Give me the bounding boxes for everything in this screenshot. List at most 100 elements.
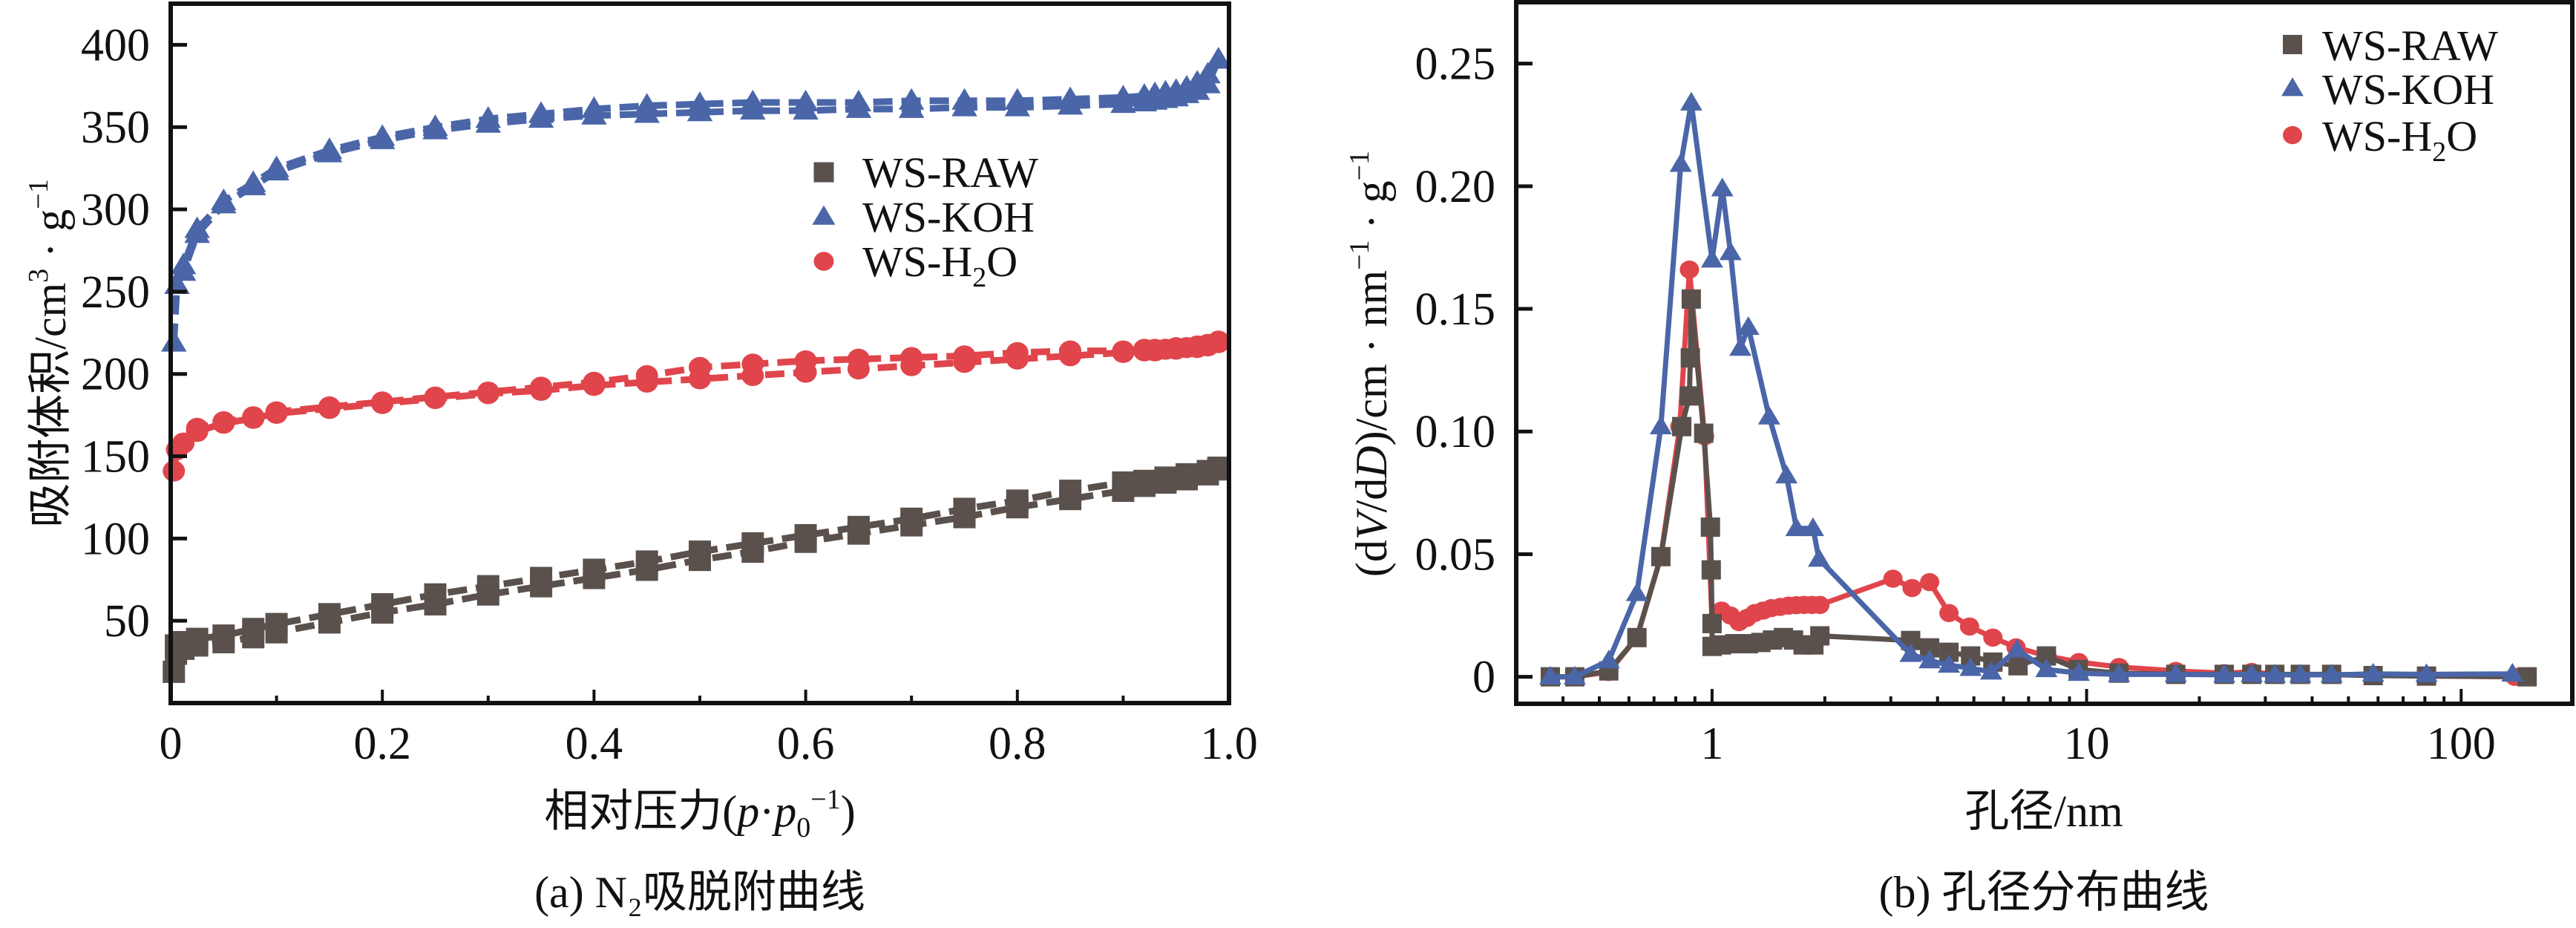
panel-b-ws-koh-point — [1597, 650, 1620, 669]
panel-a-ws-raw-point — [741, 532, 764, 555]
panel-b-ws-koh-point — [1979, 661, 2002, 680]
panel-b-ws-raw-point — [1700, 517, 1720, 537]
panel-b-xtick-label: 100 — [2427, 719, 2496, 769]
panel-a-ws-koh-point — [211, 188, 237, 210]
panel-b-ws-koh-point — [2035, 658, 2058, 678]
panel-a-ytick-label: 100 — [81, 514, 150, 564]
panel-a-ws-koh-point — [1205, 47, 1231, 69]
panel-b-legend-item-ws-koh: WS-KOH — [2281, 65, 2494, 114]
panel-a-ws-koh-point — [581, 96, 607, 118]
panel-a-ws-koh-point — [845, 89, 872, 111]
panel-a-ws-koh-point — [1110, 85, 1136, 107]
panel-b-ws-koh-point — [1711, 177, 1734, 197]
panel-a-ws-h2o-point — [847, 348, 870, 370]
panel-a-ws-h2o-point — [794, 350, 817, 372]
panel-b-xlabel: 孔径/nm — [1964, 787, 2123, 836]
panel-a-ws-raw-point — [794, 523, 817, 546]
panel-b-legend-item-ws-raw: WS-RAW — [2283, 22, 2498, 70]
panel-b-ws-koh-point — [1563, 665, 1586, 685]
panel-a-legend-item-ws-h2o: WS-H2O — [813, 238, 1017, 293]
panel-b-legend-item-ws-h2o: WS-H2O — [2283, 112, 2477, 168]
panel-a-ws-raw-point — [689, 540, 711, 563]
panel-b-ws-koh-point — [1899, 643, 1922, 662]
panel-a-ws-koh-point — [240, 170, 266, 192]
panel-a-ws-h2o-point — [953, 345, 976, 367]
panel-a-ws-koh-point — [475, 106, 502, 128]
panel-a-legend-square-icon — [813, 162, 834, 183]
panel-b-legend-circle-icon — [2283, 125, 2302, 145]
panel-a-ws-koh-point — [161, 330, 187, 352]
panel-a-ws-raw-point — [1059, 480, 1082, 503]
panel-a-xlabel: 相对压力(p·p0−1) — [544, 784, 855, 843]
panel-b-ws-koh-point — [1539, 665, 1561, 685]
panel-b-ws-raw-point — [2008, 656, 2028, 676]
panel-a-ws-h2o-point — [900, 347, 923, 368]
panel-b-ws-h2o-point — [1939, 604, 1959, 622]
panel-b-ws-koh-point — [1775, 464, 1798, 484]
panel-a-ytick-label: 350 — [81, 102, 150, 153]
panel-b-ytick-label: 0.05 — [1415, 529, 1496, 580]
panel-a-ws-raw-point — [583, 558, 606, 581]
panel-a-ws-raw-point — [424, 583, 447, 606]
panel-a-ws-raw-point — [953, 497, 976, 520]
panel-b-ws-raw-point — [1810, 626, 1830, 646]
panel-a-ws-raw-point — [265, 612, 288, 635]
panel-b-ws-raw-point — [2517, 667, 2537, 687]
panel-b-ws-koh-point — [1785, 517, 1808, 537]
panel-b-ws-h2o-point — [1883, 569, 1903, 588]
panel-a-ws-h2o-point — [689, 356, 711, 378]
panel-a-ws-raw-point — [847, 515, 870, 538]
panel-b-legend-label: WS-RAW — [2322, 22, 2498, 70]
panel-b-ws-koh-point — [2320, 664, 2343, 683]
panel-b-legend-label: WS-KOH — [2322, 65, 2494, 114]
panel-b-ws-h2o-point — [1959, 617, 1979, 636]
panel-b-legend-square-icon — [2283, 35, 2302, 54]
panel-b-ws-koh-point — [2415, 663, 2438, 682]
panel-b-ws-raw-point — [1680, 348, 1700, 368]
panel-a-ws-h2o-point — [265, 401, 288, 422]
panel-a-series-ws-raw — [163, 457, 1230, 683]
panel-a-legend-circle-icon — [813, 252, 834, 271]
panel-a-ws-raw-point — [318, 603, 341, 626]
panel-a-ws-h2o-point — [1112, 340, 1135, 362]
panel-b-ws-h2o-point — [1902, 578, 1922, 598]
panel-b-ws-raw-point — [1702, 613, 1722, 633]
panel-b-ws-koh-point — [1757, 405, 1780, 425]
panel-b-ws-koh-point — [2362, 662, 2385, 682]
panel-a-ws-koh-point — [1131, 83, 1158, 105]
panel-a-ws-h2o-point — [583, 371, 606, 393]
panel-b-ws-koh-point — [2164, 663, 2187, 682]
panel-b-series-ws-koh — [1539, 91, 2524, 685]
panel-a-ytick-label: 200 — [81, 350, 150, 400]
panel-a-ws-h2o-point — [242, 406, 265, 428]
panel-b-ws-koh-point — [2108, 663, 2131, 682]
panel-b-ws-raw-point — [1701, 560, 1721, 580]
panel-a-ws-koh-point — [634, 93, 660, 115]
panel-a-ws-h2o-point — [1006, 342, 1029, 363]
panel-b-ws-koh-point — [1625, 582, 1648, 601]
panel-b-ws-koh-point — [2241, 663, 2264, 682]
panel-a-ws-raw-point — [371, 593, 394, 616]
panel-b-ws-raw-point — [1651, 546, 1671, 566]
panel-a-ws-raw-point — [900, 507, 923, 530]
panel-b-ws-koh-point — [2068, 661, 2090, 682]
panel-b-ws-raw-point — [1679, 386, 1700, 406]
panel-a-ylabel: 吸附体积/cm3 · g−1 — [23, 179, 75, 527]
panel-b-pore-distribution-chart: 0 0.05 0.10 0.15 0.20 0.25 1 10 100 WS-RAWWS-KOH… — [1344, 0, 2575, 917]
panel-a-series-ws-koh — [161, 47, 1231, 352]
panel-b-xtick-label: 1 — [1700, 719, 1723, 769]
panel-a-legend-label: WS-RAW — [862, 148, 1038, 197]
panel-a-legend-item-ws-koh: WS-KOH — [812, 193, 1035, 241]
panel-a-ws-koh-point — [369, 124, 396, 146]
panel-a-xtick-label: 0 — [160, 719, 183, 769]
panel-a-ws-koh-desorption-line — [180, 57, 1222, 267]
panel-a-caption: (a) N₂吸脱附曲线 — [534, 868, 865, 917]
panel-b-ticks: 0 0.05 0.10 0.15 0.20 0.25 1 10 100 — [1415, 39, 2496, 769]
panel-a-ws-koh-point — [263, 155, 289, 177]
panel-b-legend-triangle-icon — [2281, 77, 2304, 97]
panel-a-ws-koh-point — [184, 216, 210, 238]
